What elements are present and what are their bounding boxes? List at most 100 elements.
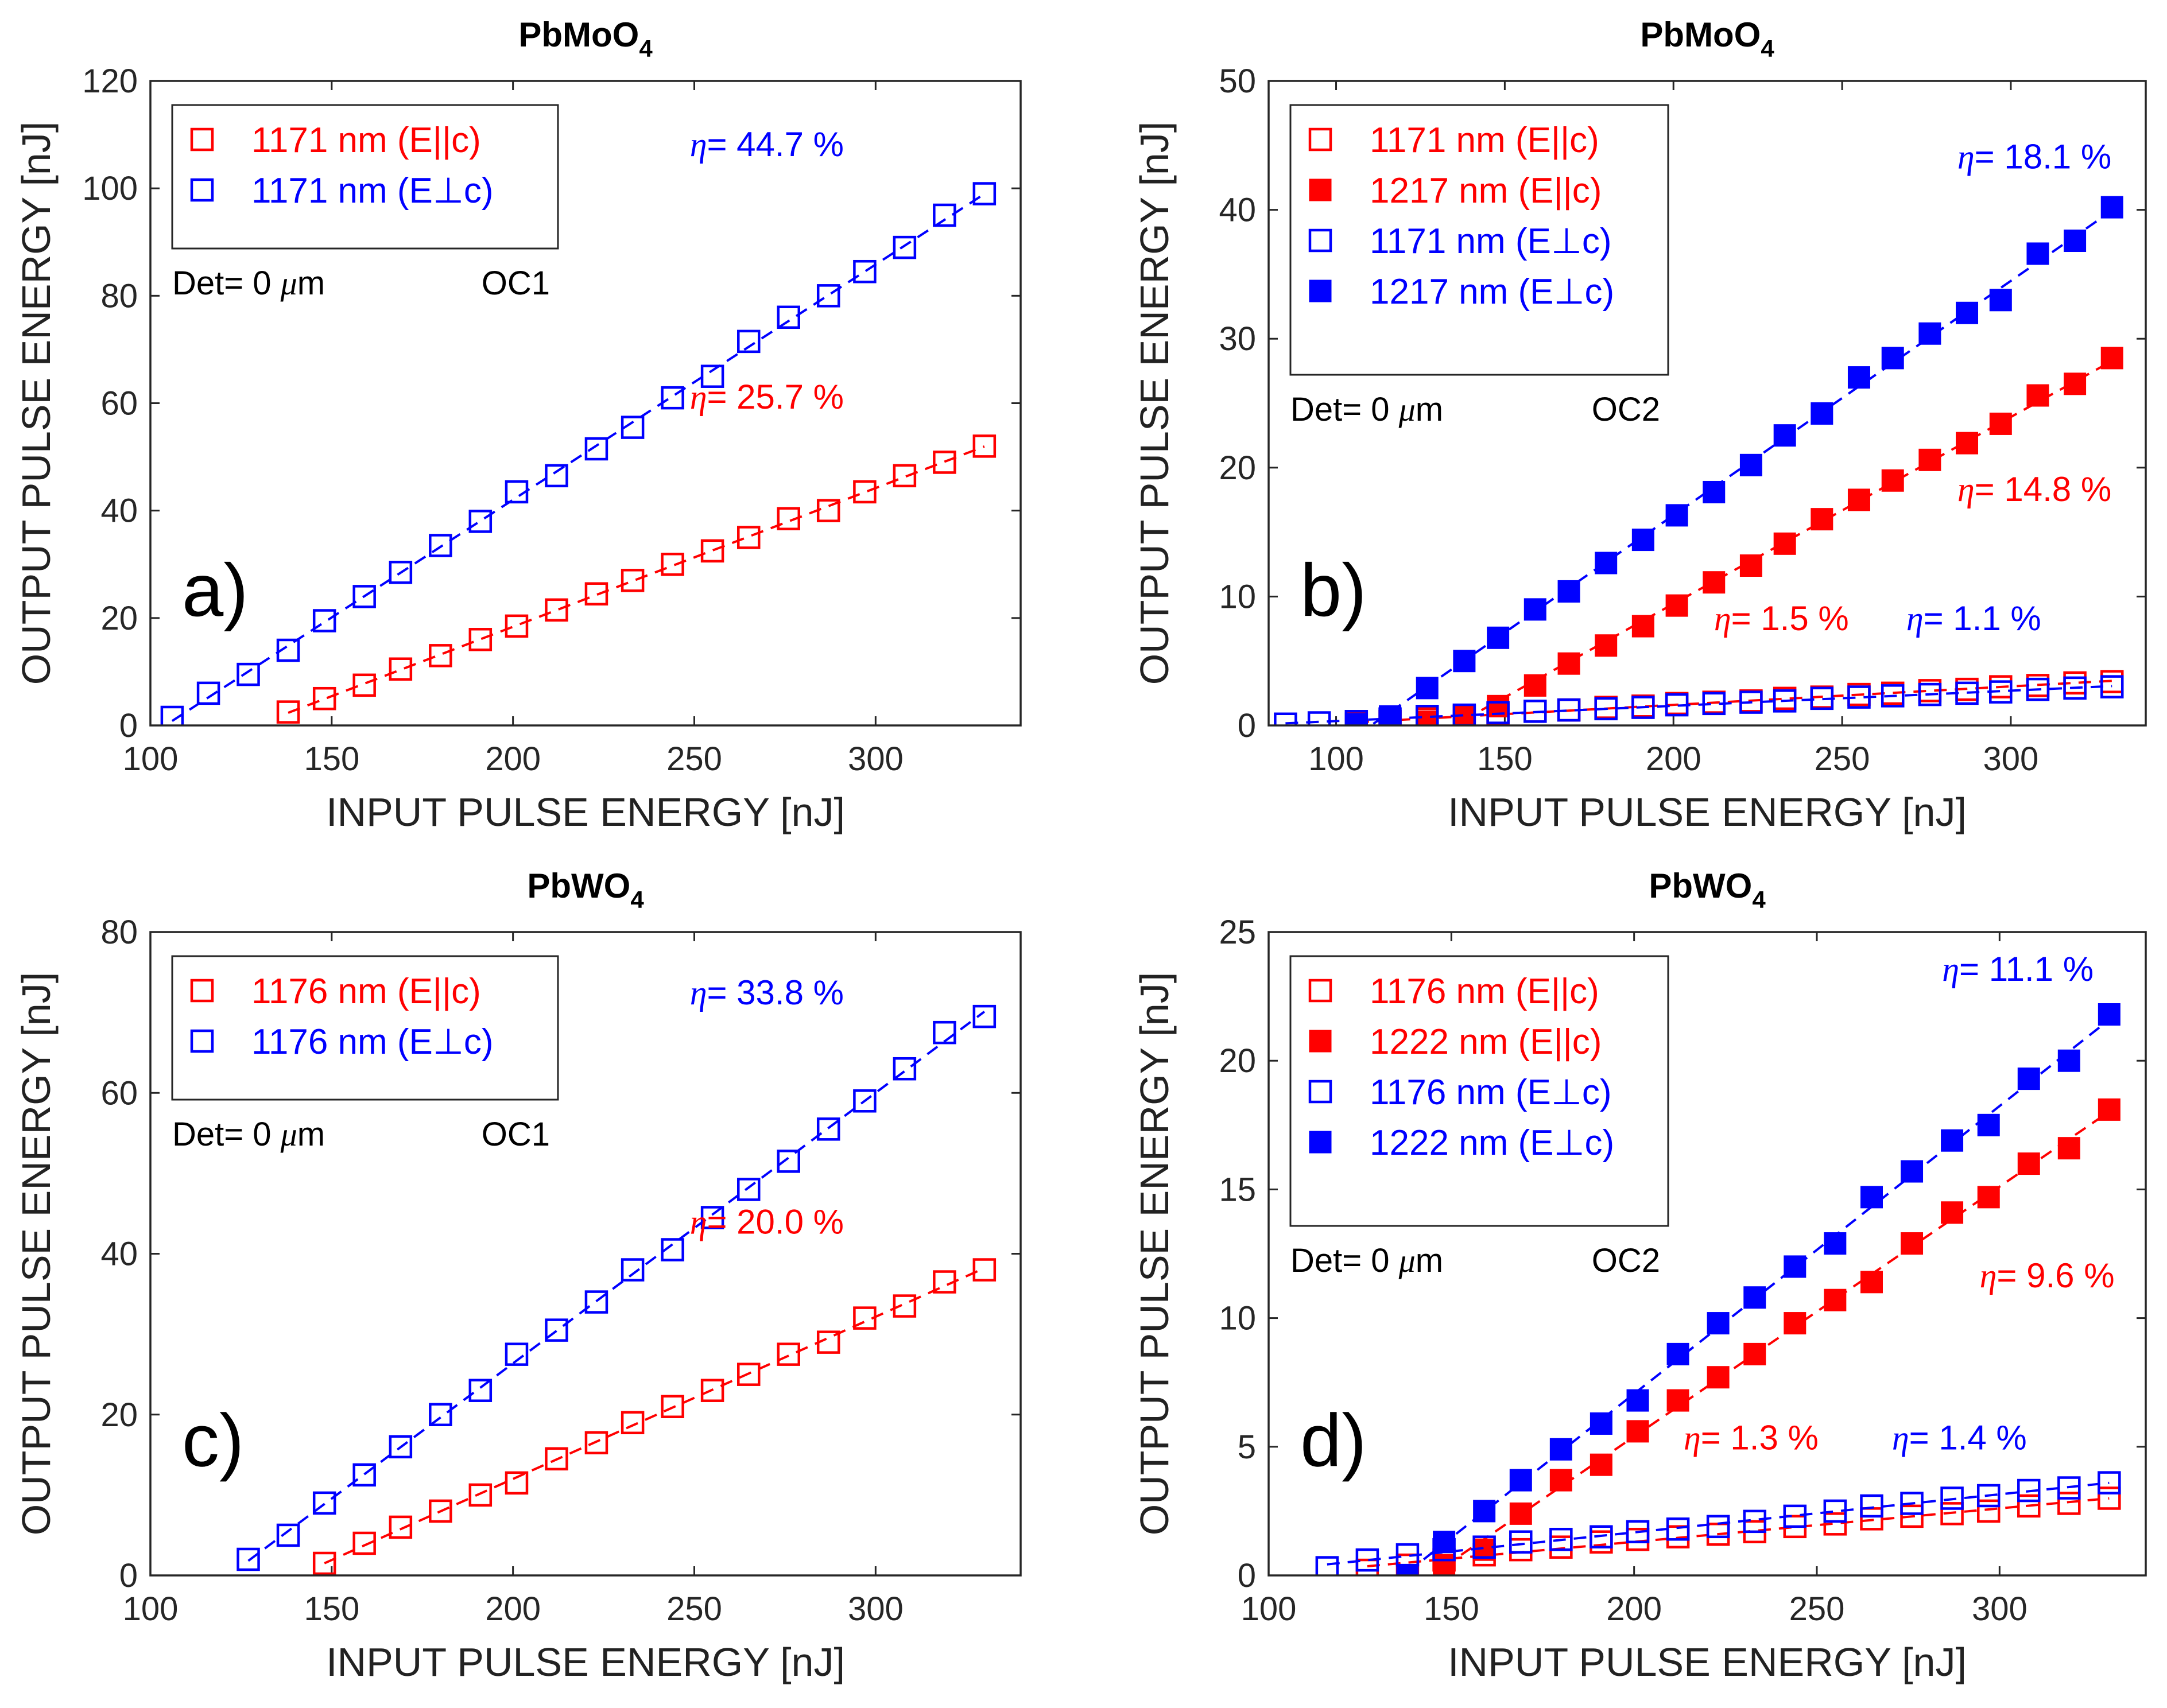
legend-item: 1217 nm (E||c) [1309,171,1602,211]
plot-area [1315,1003,2121,1575]
x-axis-label: INPUT PULSE ENERGY [nJ] [1448,1640,1967,1684]
data-point-1171-nm-e-c-2-21 [2026,677,2050,701]
data-point-1176-nm-e-c-2-17 [1976,1484,2001,1508]
detuning-note: Det= 0 μm [172,265,325,302]
efficiency-annotation: η= 18.1 % [1957,138,2111,176]
legend-marker [190,979,214,1003]
data-point-1217-nm-e-c-3-10 [1703,480,1726,503]
y-tick-label: 60 [100,1074,138,1112]
data-point-1222-nm-e-c-3-18 [2098,1003,2121,1026]
efficiency-annotation: η= 1.4 % [1892,1418,2027,1457]
data-point-1176-nm-e-c-0-7 [584,1431,608,1455]
data-point-1171-nm-e-c-2-1 [1307,711,1331,725]
legend-marker [1308,979,1332,1003]
data-point-1171-nm-e-c-2-0 [1274,712,1297,725]
legend-label: 1222 nm (E||c) [1370,1022,1602,1062]
efficiency-annotation: η= 20.0 % [690,1202,844,1241]
data-point-1217-nm-e-c-1-11 [1811,508,1833,531]
data-point-1176-nm-e-c-1-13 [737,1178,761,1201]
data-point-1217-nm-e-c-3-14 [1847,366,1870,389]
data-point-1217-nm-e-c-3-6 [1557,580,1580,603]
data-point-1217-nm-e-c-1-12 [1847,488,1870,511]
data-point-1176-nm-e-c-2-7 [1590,1525,1613,1548]
data-point-1176-nm-e-c-2-15 [1900,1492,1924,1515]
data-point-1171-nm-e-c-2-9 [1594,697,1618,721]
data-point-1176-nm-e-c-0-2 [389,1515,413,1539]
data-point-1176-nm-e-c-1-17 [893,1057,917,1081]
legend-box [1289,104,1669,376]
data-point-1171-nm-e-c-1-5 [352,585,376,608]
panel-b: PbMoO4 100 150 200 250 300 0 10 20 30 40 50 INPUT PU… [1132,15,2147,834]
y-tick-label: 80 [100,914,138,951]
legend-item: 1176 nm (E||c) [190,972,481,1011]
data-point-1176-nm-e-c-1-5 [429,1403,452,1426]
data-point-1176-nm-e-c-0-14 [853,1306,877,1330]
axes-box [149,80,1022,727]
series-1171-nm-e-c-1 [160,182,997,725]
data-point-1171-nm-e-c-1-15 [737,329,761,354]
panel-a: PbMoO4 100 150 200 250 300 0 20 40 60 80 100 120 INPU… [14,15,1022,834]
panel-letter: b) [1300,548,1367,632]
data-point-1176-nm-e-c-1-2 [312,1491,336,1515]
data-point-1176-nm-e-c-0-0 [312,1551,336,1575]
series-1222-nm-e-c-1 [1433,1098,2121,1575]
data-point-1222-nm-e-c-1-6 [1666,1389,1689,1412]
data-point-1171-nm-e-c-2-11 [1665,693,1689,717]
data-point-1217-nm-e-c-3-18 [1989,289,2012,312]
data-point-1222-nm-e-c-1-16 [2057,1137,2080,1160]
series-1171-nm-e-c-0 [276,434,997,724]
data-point-1171-nm-e-c-1-18 [853,259,877,284]
legend-marker [1308,228,1332,253]
data-point-1176-nm-e-c-1-0 [237,1547,260,1571]
x-tick-label: 150 [304,1590,359,1628]
efficiency-annotation: η= 11.1 % [1942,950,2094,988]
plot-area [237,1004,997,1575]
legend-marker [190,1029,214,1053]
data-point-1176-nm-e-c-0-17 [2017,1494,2041,1518]
legend-label: 1176 nm (E⊥c) [1370,1073,1612,1112]
y-tick-label: 120 [82,63,138,100]
legend-label: 1217 nm (E||c) [1370,171,1602,211]
data-point-1171-nm-e-c-0-17 [933,451,956,474]
data-point-1217-nm-e-c-1-7 [1665,594,1688,617]
x-tick-label: 100 [123,740,179,778]
data-point-1176-nm-e-c-2-6 [1549,1527,1573,1551]
data-point-1176-nm-e-c-1-9 [584,1290,608,1314]
legend-label: 1222 nm (E⊥c) [1370,1123,1614,1163]
data-point-1222-nm-e-c-1-4 [1590,1453,1612,1476]
data-point-1171-nm-e-c-2-18 [1918,682,1942,707]
data-point-1171-nm-e-c-2-7 [1524,700,1547,723]
data-point-1217-nm-e-c-3-15 [1881,347,1904,370]
data-point-1171-nm-e-c-0-15 [853,480,877,504]
data-point-1222-nm-e-c-3-4 [1549,1438,1572,1461]
panel-letter: d) [1300,1398,1367,1482]
data-point-1176-nm-e-c-0-6 [545,1447,568,1471]
fit-line-1217-nm-e-c-3 [1369,209,2113,725]
x-tick-label: 300 [848,1590,904,1628]
data-point-1222-nm-e-c-3-0 [1396,1564,1419,1575]
detuning-note: Det= 0 μm [1290,391,1443,428]
data-point-1171-nm-e-c-2-10 [1631,696,1655,719]
panel-d: PbWO4 100 150 200 250 300 0 5 10 15 20 25 INPUT PULS… [1132,867,2147,1684]
output-coupler-note: OC2 [1592,1242,1660,1279]
data-point-1217-nm-e-c-3-11 [1739,453,1762,476]
fit-line-1176-nm-e-c-1 [247,1011,986,1562]
data-point-1171-nm-e-c-1-9 [505,480,529,504]
x-tick-label: 150 [1477,740,1533,778]
panel-letter: a) [182,548,249,632]
y-tick-label: 25 [1219,914,1256,951]
data-point-1222-nm-e-c-1-17 [2098,1098,2121,1121]
data-point-1171-nm-e-c-1-17 [816,284,840,308]
data-point-1171-nm-e-c-1-19 [893,235,917,259]
data-point-1176-nm-e-c-2-1 [1355,1548,1379,1572]
data-point-1176-nm-e-c-2-16 [1940,1486,1964,1510]
axes-box [149,931,1022,1577]
data-point-1171-nm-e-c-0-8 [584,582,608,605]
data-point-1217-nm-e-c-3-0 [1345,713,1368,725]
x-tick-label: 300 [1972,1590,2028,1628]
data-point-1176-nm-e-c-1-12 [700,1206,724,1229]
data-point-1171-nm-e-c-1-10 [545,464,568,488]
x-tick-label: 300 [1983,740,2039,778]
chart-title: PbMoO4 [518,15,653,62]
